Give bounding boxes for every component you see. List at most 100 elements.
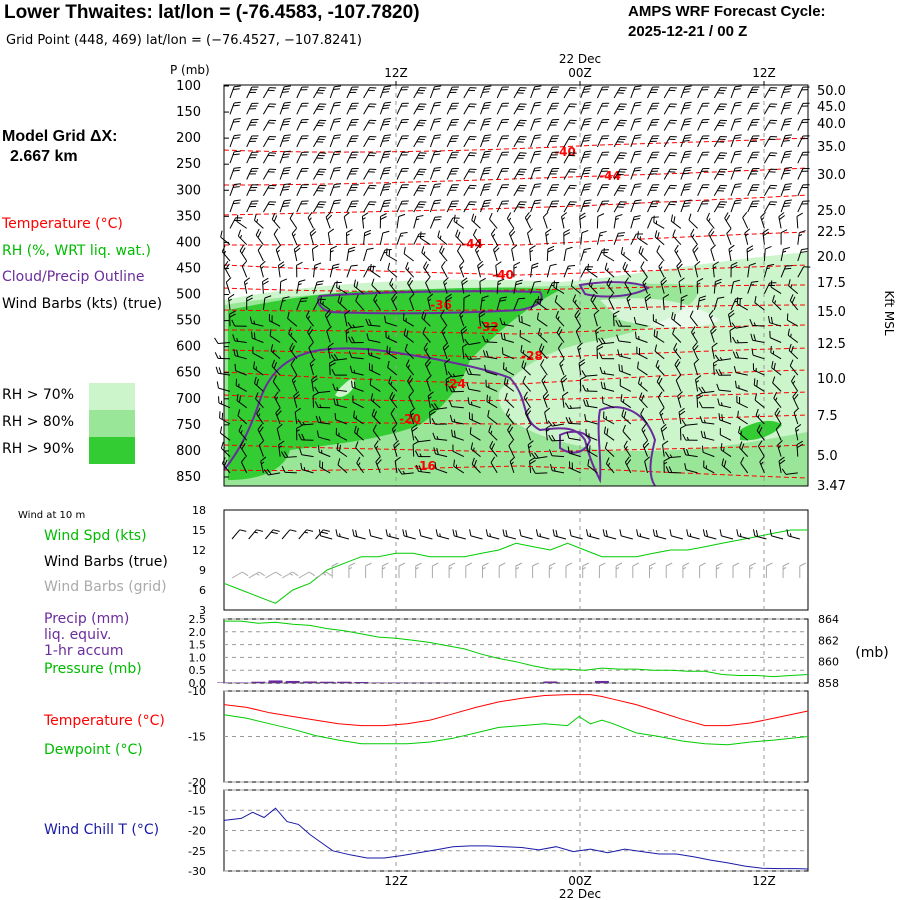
xsec-barb-flag: [718, 187, 726, 189]
xsec-barb-staff: [275, 412, 281, 425]
xsec-barb-staff: [797, 266, 805, 278]
dewpoint-line: [223, 714, 809, 746]
xsec-barb: [754, 393, 765, 409]
wind-barb-true-staff: [265, 529, 274, 540]
wind-barb-true: [519, 529, 533, 540]
xsec-barb-flag: [763, 231, 770, 237]
xsec-barb-flag: [426, 361, 432, 368]
xsec-barb: [296, 279, 306, 294]
xsec-barb: [287, 311, 298, 327]
xsec-barb-flag: [640, 408, 645, 415]
xsec-barb-flag: [684, 199, 692, 202]
xsec-barb: [617, 349, 631, 360]
xsec-barb-staff: [246, 168, 253, 180]
xsec-barb-flag: [319, 119, 327, 122]
xsec-barb-flag: [569, 87, 577, 89]
xsec-barb-flag: [750, 157, 757, 159]
xsec-barb-flag: [349, 205, 357, 208]
xsec-barb-flag: [369, 266, 376, 268]
xsec-barb-flag: [603, 248, 605, 255]
xsec-barb: [307, 212, 314, 229]
xsec-barb-flag: [584, 183, 592, 186]
xsec-barb-flag: [606, 277, 611, 285]
xsec-barb-flag: [278, 440, 285, 446]
xsec-barb: [583, 399, 598, 409]
xsec-barb: [353, 279, 364, 294]
xsec-barb-flag: [335, 281, 342, 284]
xsec-barb-staff: [713, 298, 719, 311]
xsec-barb-staff: [351, 357, 364, 360]
xsec-barb-staff: [370, 399, 381, 409]
xsec-barb-flag: [384, 249, 392, 251]
windchill-ytick: -25: [188, 845, 206, 858]
xsec-barb-flag: [534, 150, 542, 153]
xsec-barb: [567, 446, 581, 458]
xsec-barb: [728, 309, 735, 327]
wind-barb-true-flag: [355, 529, 358, 537]
xsec-barb-half: [321, 449, 323, 454]
wind-barb-true: [502, 529, 517, 540]
xsec-barb-flag: [618, 319, 623, 327]
xsec-barb-staff: [710, 249, 715, 262]
xsec-barb-flag: [317, 106, 325, 108]
xsec-barb: [344, 309, 351, 327]
xsec-barb-flag: [784, 120, 791, 123]
wind-barb-true-flag: [569, 529, 572, 536]
xsec-barb-flag: [507, 424, 512, 431]
xsec-barb-flag: [551, 203, 558, 205]
xsec-barb-flag: [478, 310, 485, 315]
xsec-barb: [279, 85, 291, 99]
legend-rh90: RH > 90%: [2, 441, 75, 457]
xsec-barb-flag: [601, 203, 608, 205]
xsec-barb-half: [561, 217, 566, 220]
xsec-barb-flag: [620, 394, 623, 401]
xsec-barb-flag: [750, 189, 757, 191]
xsec-barb-flag: [349, 157, 357, 159]
xsec-barb-half: [303, 467, 306, 471]
xsec-barb: [386, 248, 398, 262]
xsec-barb-staff: [671, 318, 682, 327]
xsec-barb-staff: [676, 265, 682, 278]
xsec-barb-flag: [682, 91, 690, 93]
xsec-barb-staff: [657, 396, 665, 408]
xsec-barb-staff: [638, 383, 648, 392]
xsec-barb: [513, 136, 527, 148]
xsec-barb: [308, 342, 314, 359]
xsec-barb: [255, 228, 264, 246]
rh70-hole: [335, 378, 355, 397]
xsec-barb-flag: [251, 102, 259, 104]
xsec-barb: [335, 427, 348, 441]
wind-barb-true-flag: [418, 529, 422, 536]
xsec-barb-flag: [282, 139, 289, 142]
xsec-barb: [719, 428, 732, 441]
xsec-barb: [246, 119, 259, 131]
xsec-barb-flag: [721, 458, 725, 466]
xsec-barb-flag: [634, 134, 642, 137]
xsec-barb-staff: [296, 298, 302, 311]
xsec-barb: [396, 213, 406, 229]
xsec-barb: [394, 456, 401, 473]
xsec-barb-staff: [530, 184, 536, 196]
xsec-barb-flag: [371, 278, 375, 286]
xsec-barb: [699, 416, 715, 425]
xsec-barb-flag: [750, 333, 754, 341]
wind-barb-true-flag: [752, 529, 756, 536]
xsec-barb-flag: [585, 428, 587, 436]
xsec-barb-flag: [267, 171, 275, 173]
xsec-barb-staff: [313, 281, 318, 294]
xsec-barb: [770, 345, 782, 360]
xsec-barb: [229, 166, 241, 180]
xsec-barb-staff: [276, 428, 281, 441]
pressure-tick: 550: [176, 314, 201, 329]
xsec-barb: [663, 184, 677, 197]
xsec-barb-flag: [431, 418, 436, 425]
xsec-barb: [751, 348, 765, 360]
xsec-barb-staff: [236, 221, 247, 229]
wind-barb-true: [315, 529, 330, 540]
xsec-barb: [678, 277, 685, 294]
xsec-barb-flag: [626, 293, 632, 299]
xsec-barb-flag: [273, 215, 278, 222]
wind-barb-true-staff: [337, 535, 350, 540]
xsec-barb: [656, 375, 665, 392]
xsec-barb: [246, 167, 259, 180]
